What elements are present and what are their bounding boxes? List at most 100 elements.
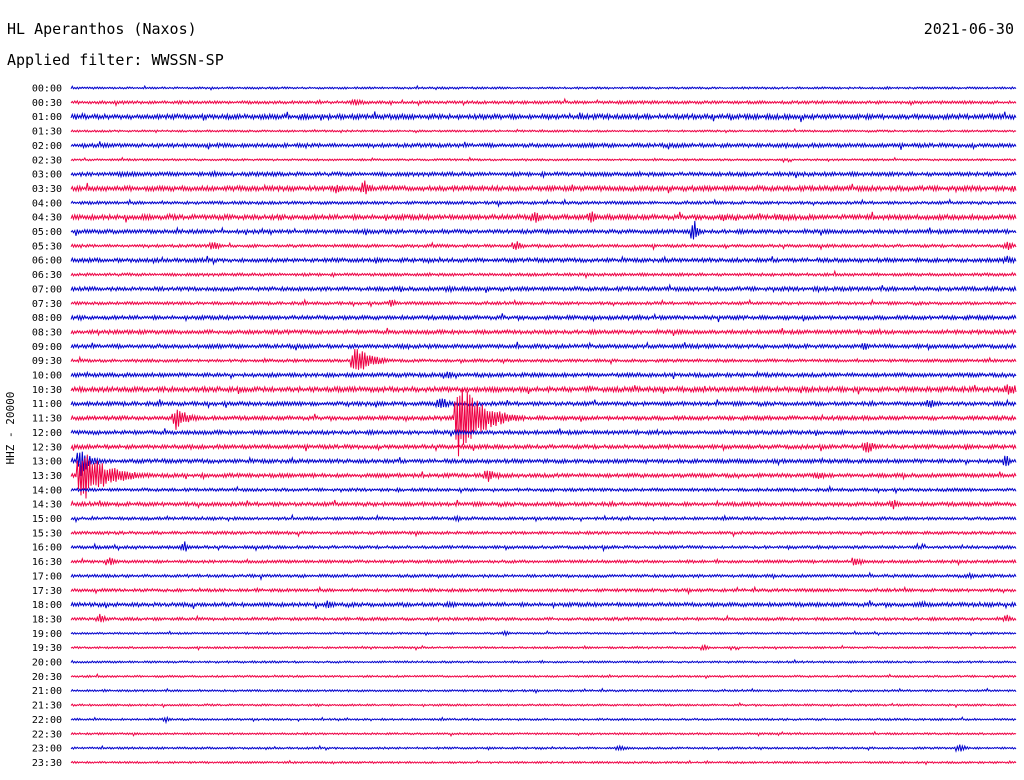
trace-line — [70, 600, 1017, 610]
row-label: 23:00 — [32, 744, 62, 755]
trace-line — [70, 613, 1017, 623]
trace-line — [70, 370, 1017, 380]
trace-line — [70, 283, 1017, 294]
trace-line — [70, 687, 1017, 695]
row-label: 15:00 — [32, 514, 62, 525]
row-label: 11:30 — [32, 414, 62, 425]
trace-line — [70, 84, 1017, 91]
trace-line — [70, 454, 1017, 499]
trace-line — [70, 269, 1017, 280]
row-label: 22:00 — [32, 715, 62, 726]
trace-line — [70, 255, 1017, 266]
row-label: 11:00 — [32, 399, 62, 410]
trace-line — [70, 672, 1017, 680]
row-label: 15:30 — [32, 528, 62, 539]
trace-line — [70, 759, 1017, 766]
trace-line — [70, 451, 1017, 477]
row-label: 19:30 — [32, 643, 62, 654]
row-label: 10:30 — [32, 385, 62, 396]
trace-line — [70, 513, 1017, 524]
row-label: 03:00 — [32, 170, 62, 181]
row-label: 00:00 — [32, 84, 62, 95]
row-label: 05:00 — [32, 227, 62, 238]
trace-line — [70, 111, 1017, 123]
row-label: 00:30 — [32, 98, 62, 109]
row-label: 09:00 — [32, 342, 62, 353]
trace-line — [70, 701, 1017, 709]
row-label: 10:00 — [32, 371, 62, 382]
row-label: 08:30 — [32, 327, 62, 338]
trace-line — [70, 541, 1017, 553]
row-label: 07:30 — [32, 299, 62, 310]
trace-line — [70, 127, 1017, 134]
row-label: 06:00 — [32, 256, 62, 267]
trace-line — [70, 341, 1017, 352]
row-label: 07:00 — [32, 284, 62, 295]
row-label: 13:30 — [32, 471, 62, 482]
channel-label: HHZ - 20000 — [4, 392, 17, 465]
trace-line — [70, 97, 1017, 107]
row-label: 16:00 — [32, 543, 62, 554]
trace-line — [70, 629, 1017, 638]
trace-line — [70, 388, 1017, 457]
row-label: 19:00 — [32, 629, 62, 640]
trace-line — [70, 730, 1017, 738]
row-label: 04:30 — [32, 213, 62, 224]
date-label: 2021-06-30 — [923, 20, 1014, 38]
row-label: 04:00 — [32, 198, 62, 209]
row-label: 08:00 — [32, 313, 62, 324]
trace-line — [70, 348, 1017, 370]
trace-line — [70, 141, 1017, 151]
trace-line — [70, 156, 1017, 164]
row-label: 21:30 — [32, 701, 62, 712]
row-label: 20:30 — [32, 672, 62, 683]
row-label: 09:30 — [32, 356, 62, 367]
trace-line — [70, 658, 1017, 665]
row-label: 01:00 — [32, 112, 62, 123]
station-title: HL Aperanthos (Naxos) — [7, 20, 197, 38]
row-label: 17:00 — [32, 571, 62, 582]
row-label: 14:30 — [32, 500, 62, 511]
trace-group — [70, 84, 1017, 766]
row-label: 18:00 — [32, 600, 62, 611]
row-label: 01:30 — [32, 127, 62, 138]
trace-line — [70, 715, 1017, 725]
row-label: 21:00 — [32, 686, 62, 697]
trace-line — [70, 198, 1017, 208]
trace-line — [70, 398, 1017, 410]
trace-line — [70, 441, 1017, 453]
row-label: 06:30 — [32, 270, 62, 281]
trace-line — [70, 241, 1017, 252]
row-label: 13:00 — [32, 457, 62, 468]
trace-line — [70, 312, 1017, 323]
row-label: 05:30 — [32, 241, 62, 252]
row-label: 16:30 — [32, 557, 62, 568]
trace-line — [70, 384, 1017, 395]
trace-line — [70, 557, 1017, 567]
trace-line — [70, 180, 1017, 195]
trace-line — [70, 298, 1017, 308]
trace-line — [70, 585, 1017, 596]
row-label: 02:30 — [32, 155, 62, 166]
trace-line — [70, 169, 1017, 179]
trace-line — [70, 499, 1017, 510]
row-label: 17:30 — [32, 586, 62, 597]
row-label: 23:30 — [32, 758, 62, 769]
trace-line — [70, 571, 1017, 582]
trace-line — [70, 220, 1017, 240]
trace-line — [70, 211, 1017, 223]
row-label: 20:00 — [32, 658, 62, 669]
trace-line — [70, 530, 1017, 538]
row-label-group: 00:00 00:30 01:00 01:30 02:00 02:30 03:00 03:30… — [32, 84, 62, 769]
row-label: 14:00 — [32, 485, 62, 496]
trace-line — [70, 644, 1017, 652]
row-label: 22:30 — [32, 729, 62, 740]
row-label: 12:00 — [32, 428, 62, 439]
trace-line — [70, 744, 1017, 753]
row-label: 12:30 — [32, 442, 62, 453]
row-label: 18:30 — [32, 614, 62, 625]
row-label: 02:00 — [32, 141, 62, 152]
trace-line — [70, 484, 1017, 495]
filter-label: Applied filter: WWSSN-SP — [7, 51, 224, 69]
